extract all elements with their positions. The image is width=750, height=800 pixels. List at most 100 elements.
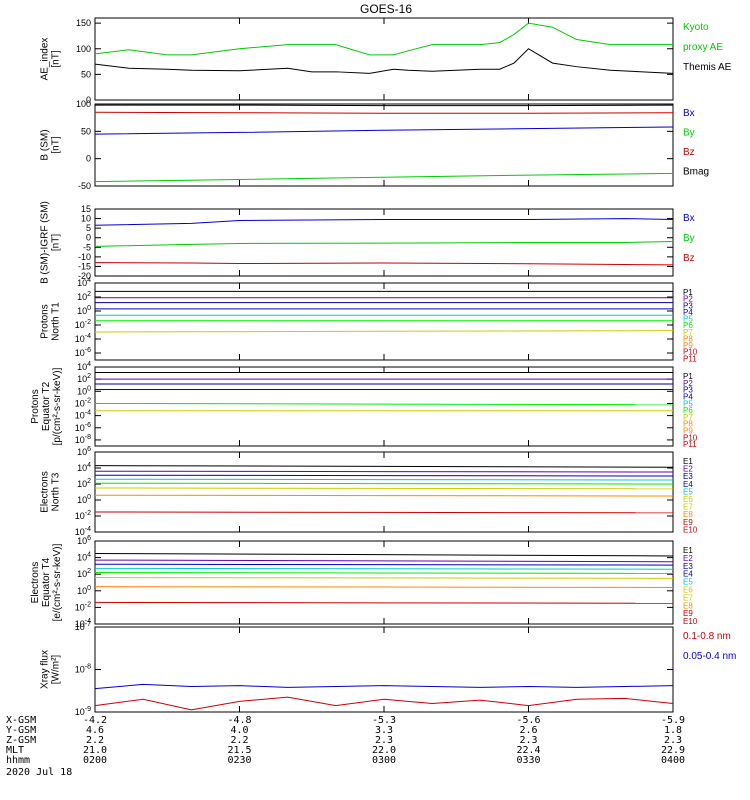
- series-line-by: [94, 241, 674, 247]
- footer-value: 0300: [372, 755, 396, 766]
- y-tick-label: -10: [78, 252, 91, 262]
- series-line-0-05-0-4-nm: [94, 683, 674, 690]
- y-tick-label: 102: [77, 373, 91, 384]
- legend-entry: P5: [683, 315, 693, 324]
- y-axis-label: Protons: [40, 304, 51, 338]
- legend-entry: E10: [683, 525, 698, 534]
- y-axis-label: Protons: [30, 389, 41, 423]
- series-line-e7: [94, 586, 674, 588]
- legend-entry: E10: [683, 617, 698, 626]
- legend-entry: E5: [683, 487, 693, 496]
- footer-row-label: Z-GSM: [6, 735, 36, 746]
- y-axis-label: North T1: [51, 302, 62, 341]
- series-line-by: [94, 172, 674, 183]
- y-tick-label: 10-2: [75, 319, 91, 330]
- panel-1: 0 50 100 150 AE_index [nT] Kyoto proxy AE Themis…: [40, 17, 732, 105]
- y-axis-label: Equator T4: [41, 557, 52, 607]
- series-line-e9: [94, 511, 674, 514]
- footer-value: 2.3: [519, 735, 537, 746]
- footer-value: 1.8: [664, 725, 682, 736]
- series-line-e5: [94, 572, 674, 574]
- legend-entry: P1: [683, 288, 693, 297]
- legend-entry: E4: [683, 570, 693, 579]
- series-line-e3: [94, 563, 674, 566]
- series-line-bx: [94, 218, 674, 226]
- y-tick-label: 0: [86, 233, 91, 243]
- series-line-e2: [94, 559, 674, 563]
- y-tick-label: 10-7: [75, 621, 91, 632]
- legend-entry: P4: [683, 308, 693, 317]
- date-label: 2020 Jul 18: [6, 767, 72, 778]
- footer-value: 4.6: [86, 725, 104, 736]
- legend-entry: P9: [683, 341, 693, 350]
- series-line-e1: [94, 552, 674, 557]
- series-line-kyoto-proxy-ae: [94, 22, 673, 56]
- y-tick-label: -5: [83, 242, 91, 252]
- footer-value: -4.8: [227, 715, 251, 726]
- footer-value: 2.3: [664, 735, 682, 746]
- legend-entry: E8: [683, 601, 693, 610]
- legend-entry: P6: [683, 321, 693, 330]
- footer-value: 22.0: [372, 745, 396, 756]
- panel-2: -50 0 50 100 B (SM) [nT] Bx By Bz Bmag: [40, 99, 710, 191]
- y-axis-label: Equator T2: [41, 381, 52, 431]
- series-line-bz: [94, 262, 674, 266]
- footer-value: -5.6: [516, 715, 540, 726]
- legend-entry: E2: [683, 465, 693, 474]
- footer-value: 2.2: [230, 735, 248, 746]
- y-tick-label: 0: [86, 154, 91, 164]
- y-tick-label: 106: [77, 446, 91, 457]
- footer-row-label: hhmm: [6, 755, 30, 766]
- y-tick-label: 102: [77, 291, 91, 302]
- footer-row-label: Y-GSM: [6, 725, 36, 736]
- y-tick-label: 102: [77, 568, 91, 579]
- footer-row-label: X-GSM: [6, 715, 36, 726]
- y-axis-label: [nT]: [51, 234, 62, 251]
- legend-entry: Bmag: [683, 167, 709, 178]
- footer-value: -4.2: [83, 715, 107, 726]
- y-tick-label: 10-2: [75, 601, 91, 612]
- series-line-bx: [94, 126, 674, 135]
- footer-value: 22.9: [661, 745, 685, 756]
- y-tick-label: -50: [78, 181, 91, 191]
- legend-entry: P11: [683, 354, 697, 363]
- legend-entry: E4: [683, 480, 693, 489]
- y-tick-label: 50: [81, 69, 91, 79]
- legend-entry: P2: [683, 379, 693, 388]
- legend-entry: 0.05-0.4 nm: [683, 651, 736, 662]
- legend-entry: Bz: [683, 147, 695, 158]
- legend-entry: E9: [683, 518, 693, 527]
- legend-entry: P11: [683, 440, 697, 449]
- y-tick-label: 10-8: [75, 434, 91, 445]
- panel-7: 10-4 10-2 100 102 104 106 Electrons Equator T4[…: [30, 535, 698, 629]
- footer-value: 3.3: [375, 725, 393, 736]
- legend-entry: proxy AE: [683, 42, 723, 53]
- panel-8: 10-9 10-8 10-7 Xray flux [W/m²] 0.1-0.8 nm 0.0…: [40, 621, 737, 717]
- y-tick-label: 10-9: [75, 706, 91, 717]
- panel-frame: [94, 17, 674, 101]
- legend-entry: E3: [683, 472, 693, 481]
- legend-entry: P10: [683, 433, 698, 442]
- series-line-themis-ae: [94, 48, 674, 74]
- panel-frame: [94, 103, 674, 187]
- legend-entry: P3: [683, 386, 693, 395]
- series-line-e3: [94, 474, 674, 477]
- footer-value: 0230: [227, 755, 251, 766]
- legend-entry: P5: [683, 399, 693, 408]
- series-line-e2: [94, 470, 674, 473]
- legend-entry: E8: [683, 510, 693, 519]
- orbit-footer: X-GSM -4.2 -4.8 -5.3 -5.6 -5.9Y-GSM 4.6 4.0 3.3 2…: [6, 715, 685, 766]
- footer-value: 2.2: [86, 735, 104, 746]
- y-tick-label: 10: [81, 214, 91, 224]
- footer-value: -5.3: [372, 715, 396, 726]
- series-line-bz: [94, 111, 674, 114]
- legend-entry: E2: [683, 554, 693, 563]
- y-tick-label: 10-6: [75, 422, 91, 433]
- y-axis-label: B (SM): [40, 129, 51, 160]
- panel-frame: [94, 451, 674, 533]
- y-tick-label: 100: [76, 44, 91, 54]
- y-axis-label: [nT]: [51, 136, 62, 153]
